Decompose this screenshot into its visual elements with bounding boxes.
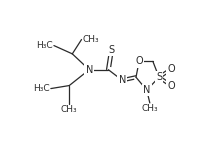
Text: CH₃: CH₃ (61, 105, 78, 114)
Text: N: N (86, 65, 93, 75)
Text: CH₃: CH₃ (142, 104, 158, 113)
Text: N: N (119, 75, 126, 85)
Text: H₃C: H₃C (36, 41, 53, 50)
Text: H₃C: H₃C (33, 84, 50, 93)
Text: O: O (168, 81, 175, 91)
Text: N: N (143, 85, 150, 95)
Text: S: S (108, 45, 114, 55)
Text: CH₃: CH₃ (82, 35, 99, 44)
Text: O: O (135, 56, 143, 66)
Text: S: S (156, 72, 162, 82)
Text: O: O (168, 64, 175, 74)
